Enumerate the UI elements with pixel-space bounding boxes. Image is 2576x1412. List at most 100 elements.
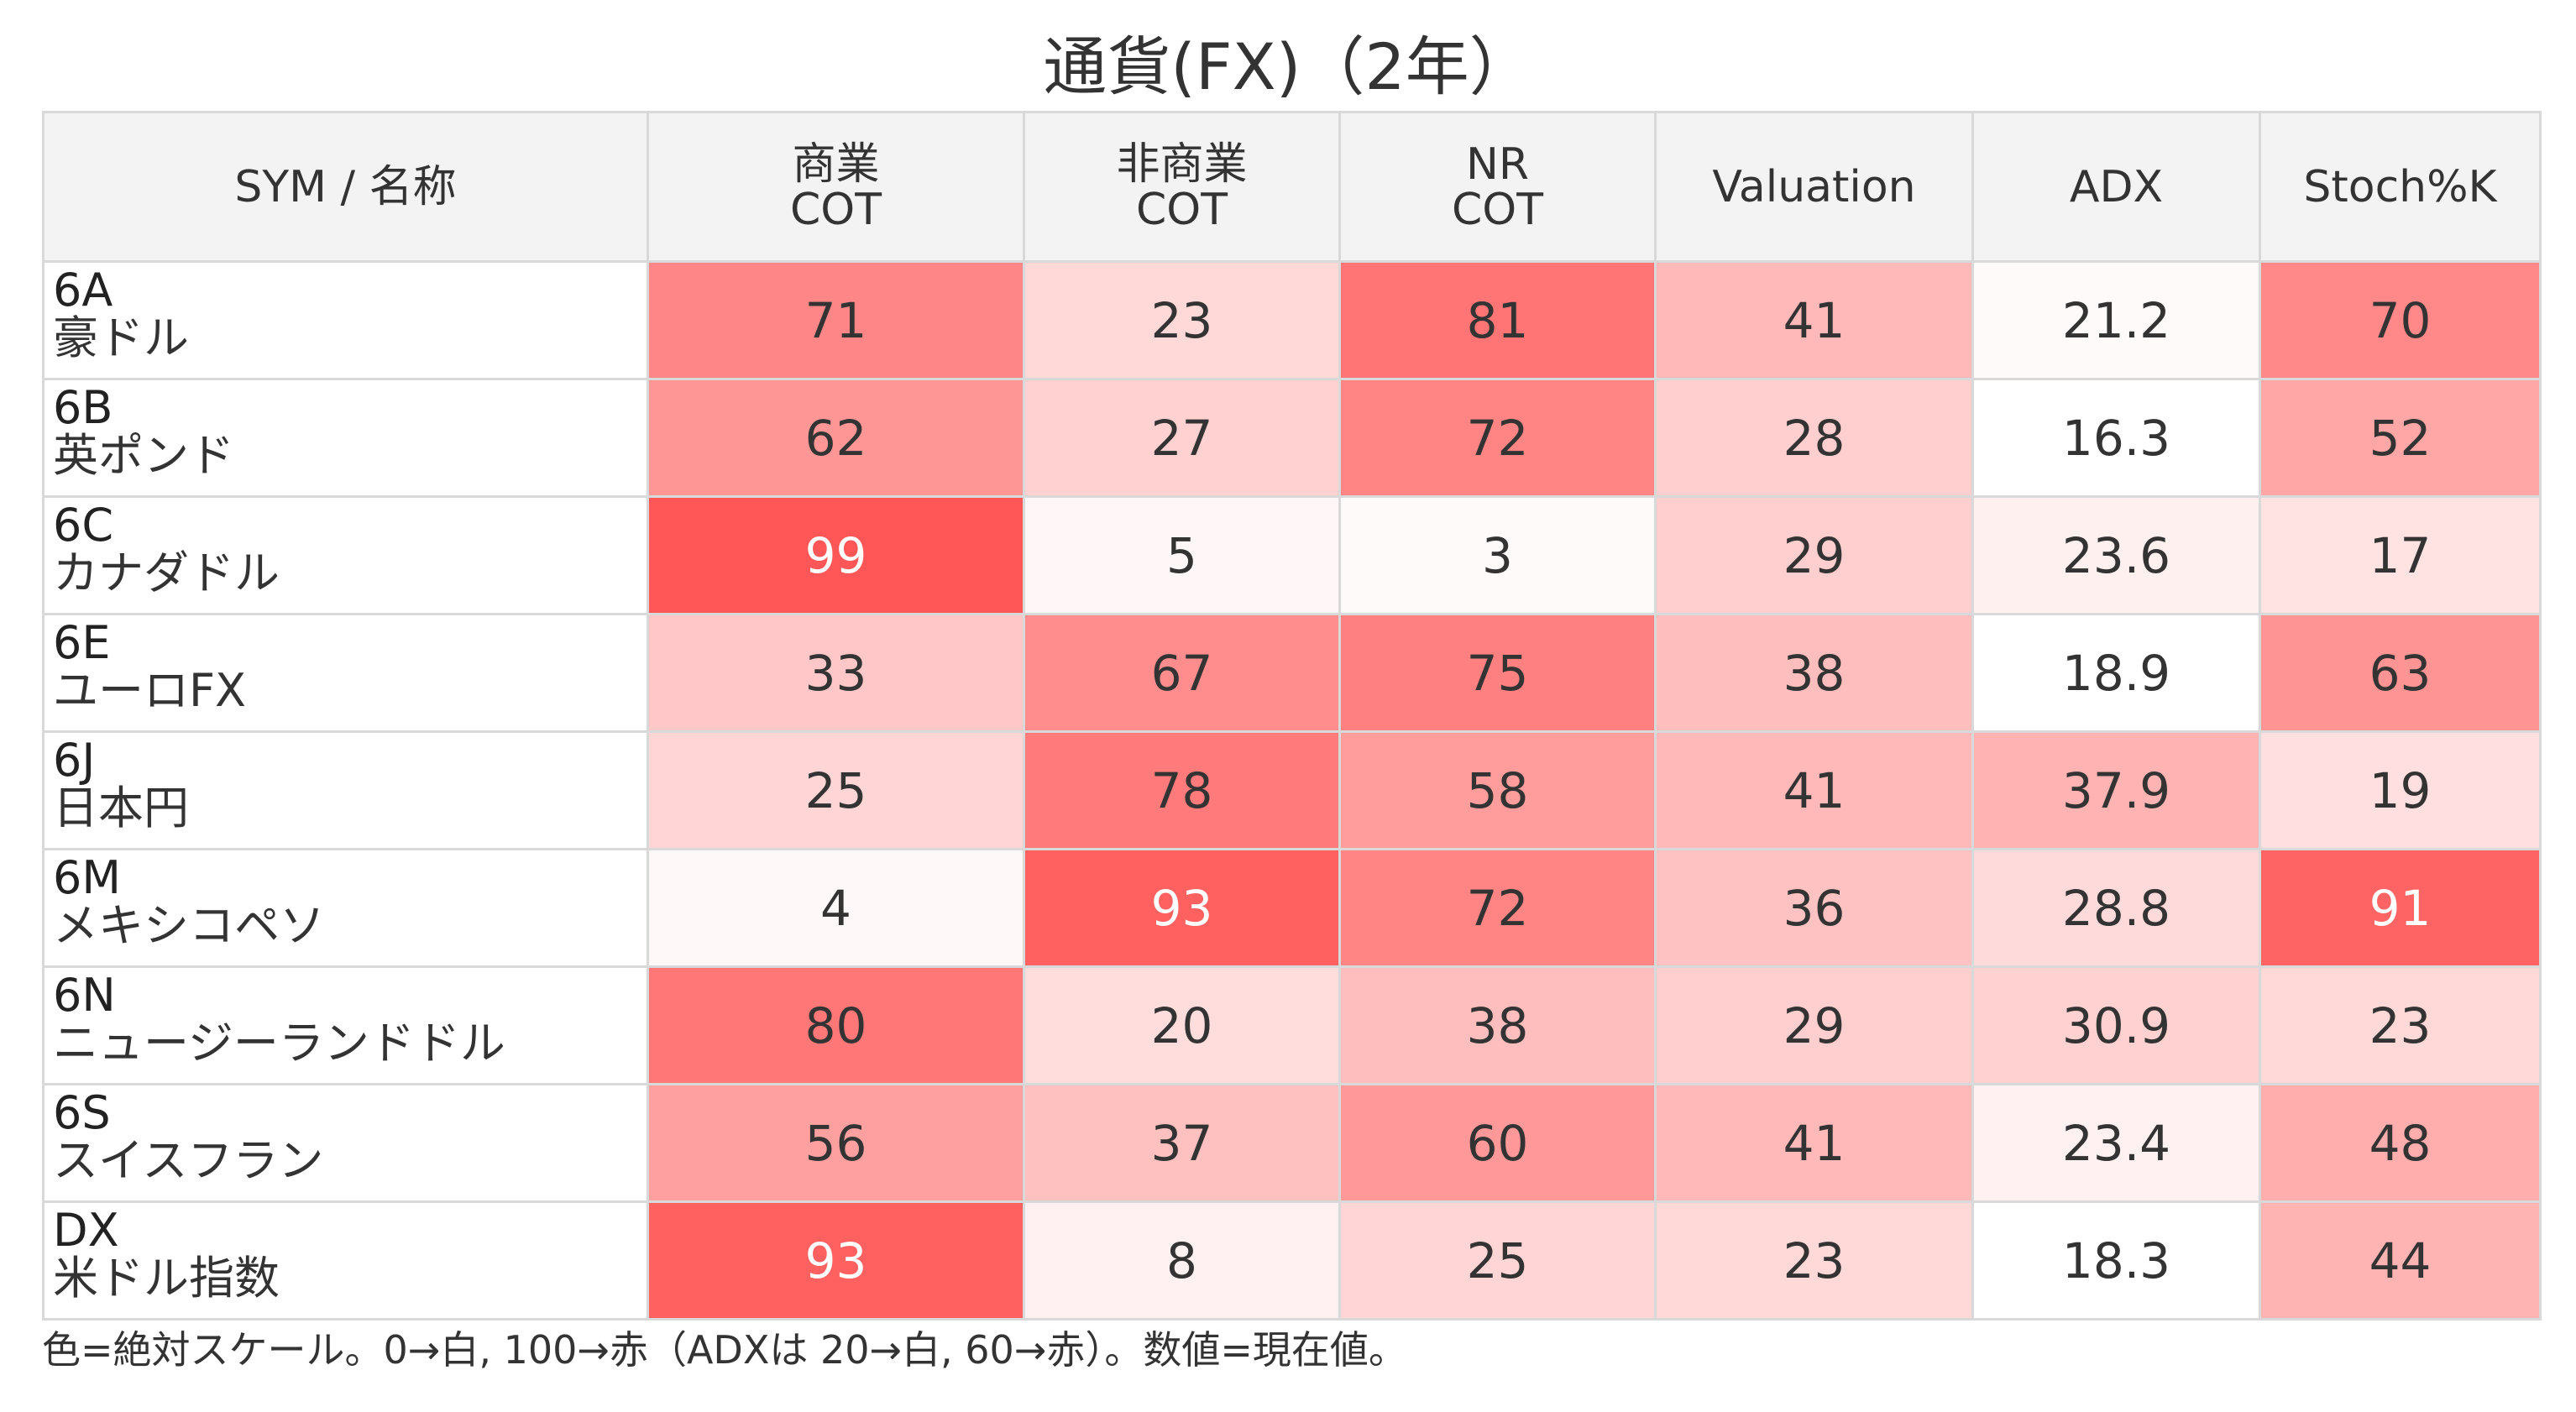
row-label: 6S スイスフラン [42,1083,649,1203]
row-symbol: DX [53,1204,119,1257]
cell-noncommercial-cot: 23 [1023,260,1341,380]
cell-nr-cot: 25 [1338,1200,1657,1320]
cell-valuation: 28 [1654,378,1974,498]
cell-valuation: 23 [1654,1200,1974,1320]
row-symbol: 6S [53,1086,111,1139]
row-label: 6J 日本円 [42,730,649,850]
cell-adx: 30.9 [1971,965,2261,1085]
table-row: 6A 豪ドル 71 23 81 41 21.2 70 [42,260,2542,380]
table-row: 6B 英ポンド 62 27 72 28 16.3 52 [42,378,2542,498]
row-label: 6A 豪ドル [42,260,649,380]
cell-adx: 16.3 [1971,378,2261,498]
cell-valuation: 29 [1654,965,1974,1085]
cell-noncommercial-cot: 8 [1023,1200,1341,1320]
cell-stoch-k: 52 [2259,378,2542,498]
cell-stoch-k: 17 [2259,495,2542,615]
row-label: 6B 英ポンド [42,378,649,498]
cell-commercial-cot: 56 [647,1083,1025,1203]
row-name: 日本円 [53,782,189,834]
cell-stoch-k: 23 [2259,965,2542,1085]
header-row: SYM / 名称 商業 COT 非商業 COT NR COT Valuation AD… [42,111,2542,263]
cell-nr-cot: 58 [1338,730,1657,850]
table-row: DX 米ドル指数 93 8 25 23 18.3 44 [42,1200,2542,1320]
cell-commercial-cot: 4 [647,848,1025,968]
table-row: 6N ニュージーランドドル 80 20 38 29 30.9 23 [42,965,2542,1085]
cell-nr-cot: 3 [1338,495,1657,615]
cell-valuation: 41 [1654,1083,1974,1203]
cell-nr-cot: 81 [1338,260,1657,380]
cell-noncommercial-cot: 78 [1023,730,1341,850]
cell-commercial-cot: 71 [647,260,1025,380]
cell-adx: 18.3 [1971,1200,2261,1320]
cell-adx: 18.9 [1971,613,2261,733]
table-row: 6E ユーロFX 33 67 75 38 18.9 63 [42,613,2542,733]
row-symbol: 6A [53,264,113,316]
header-commercial-cot: 商業 COT [647,111,1025,263]
row-symbol: 6J [53,734,96,787]
header-noncommercial-cot: 非商業 COT [1023,111,1341,263]
footnote: 色=絶対スケール。0→白, 100→赤（ADXは 20→白, 60→赤）。数値=… [42,1327,1407,1373]
cell-valuation: 38 [1654,613,1974,733]
cell-nr-cot: 72 [1338,848,1657,968]
table-row: 6J 日本円 25 78 58 41 37.9 19 [42,730,2542,850]
row-name: 豪ドル [53,311,189,364]
cell-stoch-k: 63 [2259,613,2542,733]
cell-commercial-cot: 99 [647,495,1025,615]
cell-commercial-cot: 25 [647,730,1025,850]
heatmap-body: 6A 豪ドル 71 23 81 41 21.2 70 6B 英ポンド 62 27 72 28 16.3 52 6… [42,260,2542,1320]
table-row: 6M メキシコペソ 4 93 72 36 28.8 91 [42,848,2542,968]
row-label: 6E ユーロFX [42,613,649,733]
heatmap-table: SYM / 名称 商業 COT 非商業 COT NR COT Valuation AD… [42,111,2542,1320]
cell-nr-cot: 72 [1338,378,1657,498]
cell-stoch-k: 48 [2259,1083,2542,1203]
cell-noncommercial-cot: 67 [1023,613,1341,733]
cell-stoch-k: 44 [2259,1200,2542,1320]
cell-noncommercial-cot: 20 [1023,965,1341,1085]
cell-adx: 23.4 [1971,1083,2261,1203]
cell-stoch-k: 19 [2259,730,2542,850]
row-symbol: 6C [53,499,114,552]
cell-commercial-cot: 33 [647,613,1025,733]
row-name: スイスフラン [53,1134,324,1187]
cell-adx: 37.9 [1971,730,2261,850]
table-row: 6C カナダドル 99 5 3 29 23.6 17 [42,495,2542,615]
row-name: 米ドル指数 [53,1252,280,1305]
chart-title: 通貨(FX)（2年） [1043,29,1533,104]
row-label: 6C カナダドル [42,495,649,615]
cell-noncommercial-cot: 27 [1023,378,1341,498]
row-label: 6M メキシコペソ [42,848,649,968]
header-adx: ADX [1971,111,2261,263]
header-valuation: Valuation [1654,111,1974,263]
cell-commercial-cot: 62 [647,378,1025,498]
row-symbol: 6E [53,616,111,669]
cell-stoch-k: 70 [2259,260,2542,380]
cell-valuation: 41 [1654,260,1974,380]
header-stoch-k: Stoch%K [2259,111,2542,263]
row-symbol: 6N [53,969,116,1022]
row-symbol: 6B [53,381,113,434]
header-name: SYM / 名称 [42,111,649,263]
row-name: ニュージーランドドル [53,1017,505,1069]
cell-commercial-cot: 80 [647,965,1025,1085]
cell-stoch-k: 91 [2259,848,2542,968]
row-name: 英ポンド [53,429,234,482]
row-label: 6N ニュージーランドドル [42,965,649,1085]
cell-valuation: 29 [1654,495,1974,615]
cell-commercial-cot: 93 [647,1200,1025,1320]
cell-valuation: 36 [1654,848,1974,968]
cell-adx: 23.6 [1971,495,2261,615]
cell-valuation: 41 [1654,730,1974,850]
row-name: メキシコペソ [53,899,325,952]
row-label: DX 米ドル指数 [42,1200,649,1320]
row-name: カナダドル [53,546,280,599]
cell-nr-cot: 60 [1338,1083,1657,1203]
header-nr-cot: NR COT [1338,111,1657,263]
cell-noncommercial-cot: 5 [1023,495,1341,615]
row-symbol: 6M [53,851,121,904]
cell-nr-cot: 75 [1338,613,1657,733]
cell-adx: 21.2 [1971,260,2261,380]
table-row: 6S スイスフラン 56 37 60 41 23.4 48 [42,1083,2542,1203]
cell-nr-cot: 38 [1338,965,1657,1085]
cell-noncommercial-cot: 93 [1023,848,1341,968]
cell-adx: 28.8 [1971,848,2261,968]
